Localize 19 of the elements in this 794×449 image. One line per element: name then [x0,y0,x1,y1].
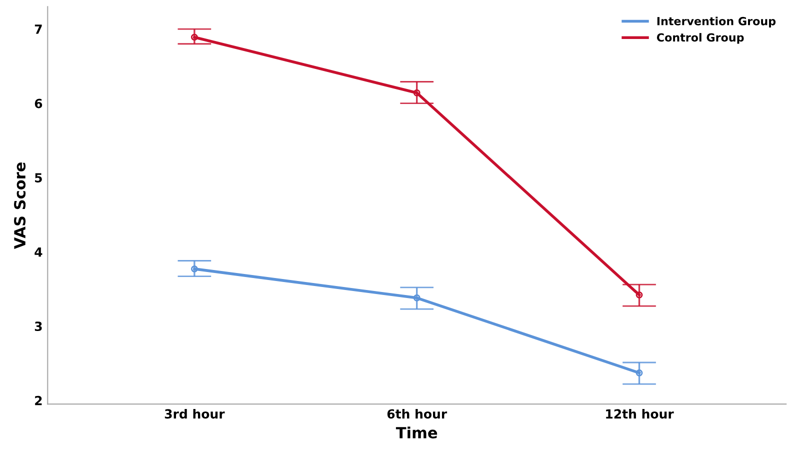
x-tick-label: 6th hour [387,408,448,419]
y-tick-label: 7 [34,24,42,34]
y-axis-title: VAS Score [14,162,26,250]
x-tick-label: 12th hour [606,408,674,419]
legend-label: Intervention Group [657,16,776,28]
y-tick-label: 5 [35,173,42,182]
point [413,89,420,96]
legend-label: Control Group [656,33,744,44]
point [190,265,198,272]
point [636,369,643,376]
y-tick-label: 6 [34,98,42,108]
y-tick-label: 4 [34,247,42,257]
point [190,34,198,41]
point [636,291,643,298]
x-axis-title: Time [396,426,438,438]
y-tick-label: 3 [34,322,42,332]
y-tick-label: 2 [35,396,42,406]
point [413,294,420,302]
x-tick-label: 3rd hour [164,408,225,419]
